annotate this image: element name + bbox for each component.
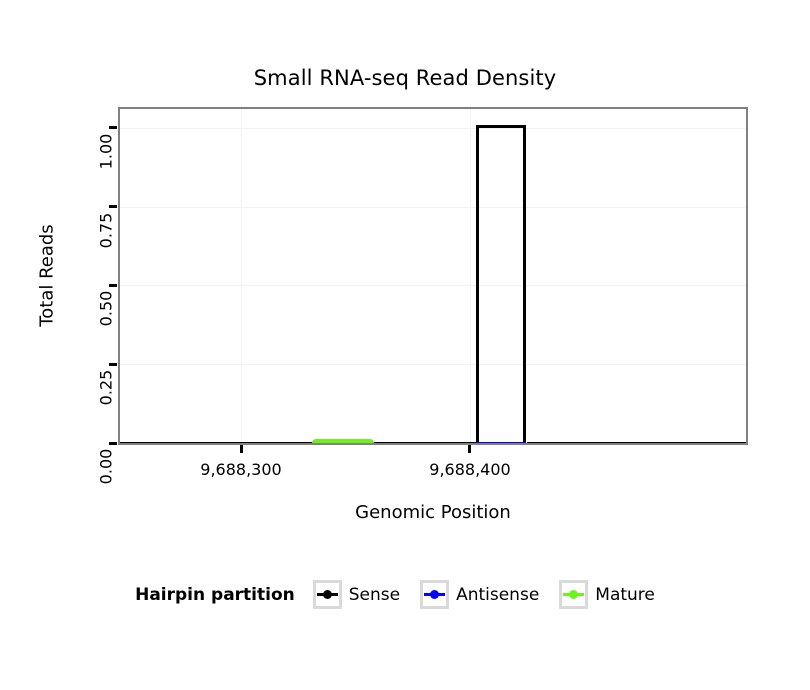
legend-item-sense[interactable]: Sense (312, 580, 412, 609)
gridline-horizontal-4 (120, 128, 746, 129)
x-tick-label-0: 9,688,300 (200, 460, 282, 479)
sense-peak (476, 125, 526, 443)
gridline-horizontal-3 (120, 207, 746, 208)
y-tick-1 (109, 363, 117, 366)
mature-segment (312, 439, 374, 443)
plot-panel (118, 107, 748, 445)
antisense-segment (476, 442, 526, 443)
legend-item-mature[interactable]: Mature (559, 580, 667, 609)
gridline-vertical-1 (470, 109, 471, 443)
x-axis-title: Genomic Position (355, 502, 511, 523)
chart-title: Small RNA-seq Read Density (253, 66, 557, 90)
y-tick-label-1: 0.25 (96, 369, 116, 406)
y-tick-0 (109, 442, 117, 445)
line-point-icon (559, 580, 589, 609)
y-axis-title: Total Reads (36, 224, 58, 327)
x-tick-label-1: 9,688,400 (429, 460, 511, 479)
gridline-horizontal-1 (120, 364, 746, 365)
x-tick-1 (468, 445, 471, 453)
sense-baseline-right (527, 442, 746, 443)
y-tick-label-3: 0.75 (96, 212, 116, 249)
legend-item-label: Antisense (456, 584, 540, 605)
gridline-horizontal-0 (120, 443, 746, 444)
x-tick-0 (240, 445, 243, 453)
plot-area (120, 109, 746, 443)
legend-item-label: Sense (348, 584, 401, 605)
sense-baseline-left (120, 442, 476, 443)
y-tick-label-0: 0.00 (96, 448, 116, 485)
y-tick-2 (109, 284, 117, 287)
legend-title: Hairpin partition (135, 584, 295, 605)
y-tick-label-2: 0.50 (96, 290, 116, 327)
y-tick-3 (109, 205, 117, 208)
line-point-icon (312, 580, 342, 609)
legend-item-antisense[interactable]: Antisense (420, 580, 551, 609)
legend: Hairpin partition Sense Antisense Mature (0, 580, 810, 609)
y-tick-label-4: 1.00 (96, 133, 116, 170)
line-point-icon (420, 580, 450, 609)
y-tick-4 (109, 126, 117, 129)
legend-item-label: Mature (595, 584, 655, 605)
gridline-horizontal-2 (120, 285, 746, 286)
gridline-vertical-0 (241, 109, 242, 443)
